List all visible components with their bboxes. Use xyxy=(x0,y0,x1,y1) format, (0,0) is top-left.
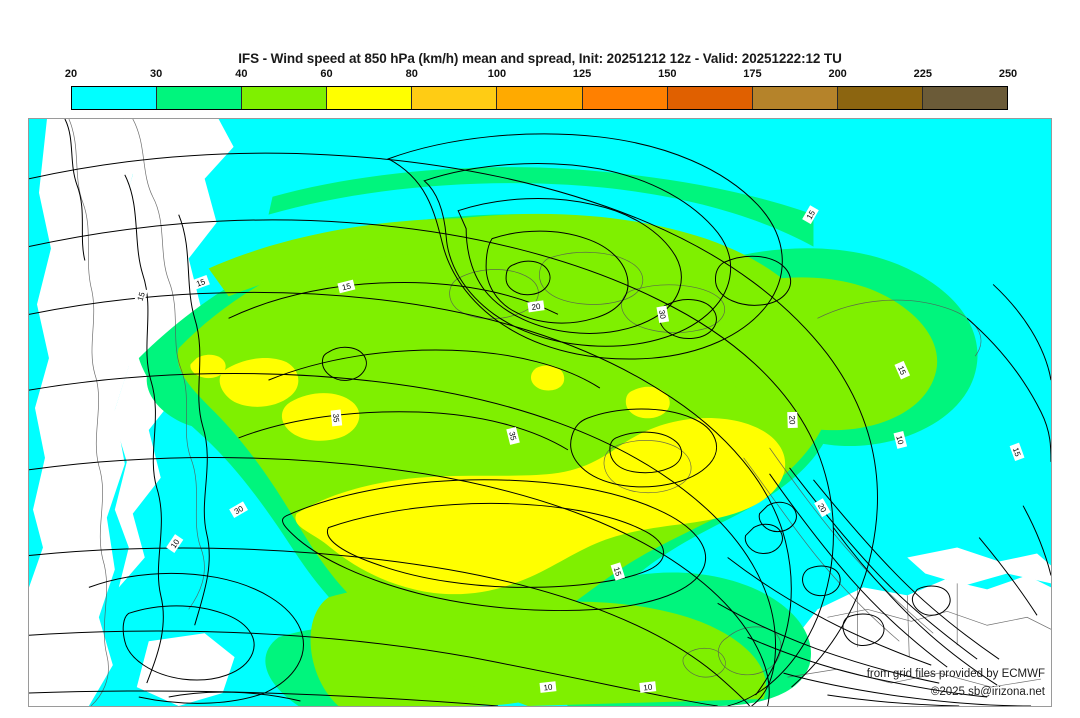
map-canvas[interactable]: 15 15 15 20 xyxy=(28,118,1052,707)
svg-text:15: 15 xyxy=(136,290,147,302)
colorbar-tick-125: 125 xyxy=(572,68,592,80)
colorbar-tick-labels: 20 30 40 60 80 100 125 150 175 200 225 250 xyxy=(65,68,1017,84)
colorbar-segment-200-225 xyxy=(837,87,923,109)
colorbar: 20 30 40 60 80 100 125 150 175 200 225 250 xyxy=(65,68,1017,110)
colorbar-tick-40: 40 xyxy=(235,68,248,80)
coastlines xyxy=(68,119,1051,706)
svg-text:15: 15 xyxy=(1011,446,1023,458)
svg-text:15: 15 xyxy=(612,566,623,578)
colorbar-tick-200: 200 xyxy=(828,68,847,80)
svg-text:20: 20 xyxy=(531,302,542,312)
spread-contours xyxy=(29,119,1051,706)
colorbar-tick-175: 175 xyxy=(743,68,762,80)
svg-text:15: 15 xyxy=(896,364,908,376)
colorbar-tick-150: 150 xyxy=(658,68,677,80)
colorbar-tick-60: 60 xyxy=(320,68,333,80)
colorbar-gradient xyxy=(71,86,1008,110)
contour-labels: 15 15 15 20 xyxy=(133,205,1025,693)
colorbar-tick-20: 20 xyxy=(64,68,78,80)
svg-text:10: 10 xyxy=(543,683,553,693)
colorbar-segment-100-125 xyxy=(497,87,583,109)
svg-text:30: 30 xyxy=(657,309,668,320)
colorbar-tick-100: 100 xyxy=(487,68,507,80)
svg-text:15: 15 xyxy=(195,277,207,289)
svg-text:35: 35 xyxy=(331,413,341,423)
colorbar-tick-250: 250 xyxy=(998,68,1018,80)
colorbar-segment-60-80 xyxy=(327,87,413,109)
svg-text:15: 15 xyxy=(341,281,352,292)
band-60-80 xyxy=(190,354,786,595)
colorbar-segment-80-100 xyxy=(412,87,498,109)
svg-text:20: 20 xyxy=(787,415,796,425)
colorbar-segment-20-30 xyxy=(72,87,158,109)
colorbar-tick-30: 30 xyxy=(150,68,163,80)
svg-text:10: 10 xyxy=(643,683,653,693)
colorbar-segment-175-200 xyxy=(752,87,838,109)
wind-speed-field: 15 15 15 20 xyxy=(29,119,1051,706)
colorbar-segment-225-250 xyxy=(922,87,1008,109)
colorbar-segment-150-175 xyxy=(667,87,753,109)
colorbar-tick-80: 80 xyxy=(405,68,418,80)
colorbar-segment-30-40 xyxy=(157,87,243,109)
svg-text:35: 35 xyxy=(507,431,518,442)
colorbar-segment-40-60 xyxy=(242,87,328,109)
svg-text:10: 10 xyxy=(894,435,905,446)
colorbar-segment-125-150 xyxy=(582,87,668,109)
colorbar-tick-225: 225 xyxy=(913,68,932,80)
page-title: IFS - Wind speed at 850 hPa (km/h) mean … xyxy=(238,51,842,66)
